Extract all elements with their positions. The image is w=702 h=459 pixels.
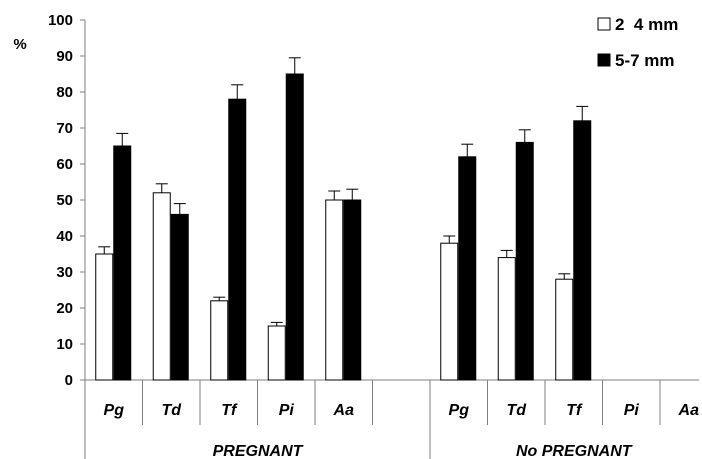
bar (210, 300, 229, 381)
group-label: PREGNANT (213, 443, 304, 459)
bar (555, 278, 574, 381)
x-tick-label: Pi (279, 402, 295, 419)
y-tick-label: 20 (56, 300, 73, 317)
bar (497, 257, 516, 381)
bar (228, 98, 247, 381)
legend-swatch (597, 53, 611, 67)
y-tick-label: 60 (56, 156, 73, 173)
bar (440, 242, 459, 381)
legend-swatch (597, 17, 611, 31)
y-unit-label: % (13, 36, 26, 53)
group-label: No PREGNANT (516, 443, 633, 459)
y-tick-label: 10 (56, 336, 73, 353)
y-tick-label: 30 (56, 264, 73, 281)
bar (515, 141, 534, 381)
x-tick-label: Td (506, 402, 527, 419)
bar (95, 253, 114, 381)
bar (285, 73, 304, 381)
x-tick-label: Aa (333, 402, 355, 419)
y-tick-label: 90 (56, 48, 73, 65)
y-tick-label: 0 (65, 372, 73, 389)
x-tick-label: Pg (449, 402, 470, 419)
bar (170, 213, 189, 381)
x-tick-label: Tf (566, 402, 583, 419)
x-tick-label: Pi (624, 402, 640, 419)
y-tick-label: 70 (56, 120, 73, 137)
x-tick-label: Td (161, 402, 182, 419)
x-tick-label: Aa (678, 402, 700, 419)
legend-label: 2 4 mm (615, 15, 678, 34)
bar (267, 325, 286, 381)
y-tick-label: 100 (48, 12, 73, 29)
legend: 2 4 mm 5-7 mm (597, 15, 678, 70)
y-tick-label: 50 (56, 192, 73, 209)
bar (325, 199, 344, 381)
y-tick-label: 40 (56, 228, 73, 245)
y-tick-label: 80 (56, 84, 73, 101)
bar (343, 199, 362, 381)
labels: 0 10 20 30 40 50 60 70 80 90 100% Pg Td Tf Pi Aa Pg Td Tf P… (13, 12, 699, 459)
legend-label: 5-7 mm (615, 51, 675, 70)
bar (573, 120, 592, 381)
bar (458, 156, 477, 381)
bars (95, 57, 592, 381)
bar (152, 192, 171, 381)
bar (113, 145, 132, 381)
x-tick-label: Tf (221, 402, 238, 419)
x-tick-label: Pg (104, 402, 125, 419)
